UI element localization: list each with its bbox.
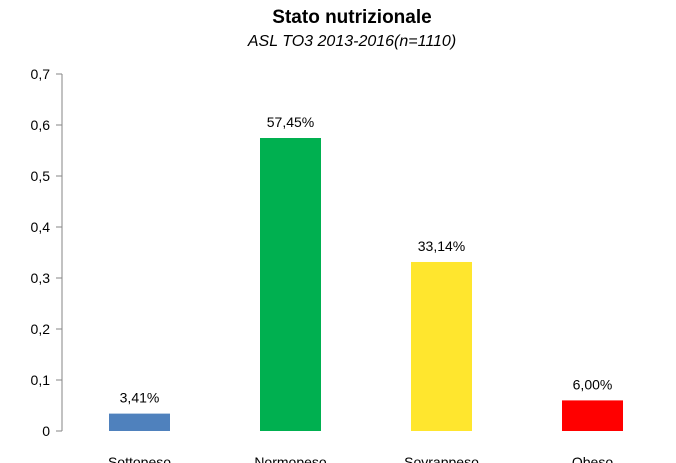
category-label-sovrappeso: Sovrappeso [404, 454, 479, 463]
y-tick-label: 0,5 [31, 168, 51, 184]
bars-group [109, 138, 623, 431]
y-tick-label: 0,7 [31, 66, 51, 82]
data-labels-group: 3,41% 57,45% 33,14% 6,00% [120, 114, 613, 406]
category-label-sottopeso: Sottopeso [108, 454, 171, 463]
bar-normopeso [260, 138, 321, 431]
chart-subtitle: ASL TO3 2013-2016(n=1110) [247, 33, 456, 50]
category-label-obeso: Obeso [572, 454, 613, 463]
y-tick-label: 0,2 [31, 321, 51, 337]
bar-sottopeso [109, 413, 170, 431]
data-label-sottopeso: 3,41% [120, 390, 160, 406]
y-axis: 0 0,1 0,2 0,3 0,4 0,5 0,6 0,7 [31, 66, 63, 439]
data-label-normopeso: 57,45% [267, 114, 314, 130]
bar-obeso [562, 400, 623, 431]
data-label-sovrappeso: 33,14% [418, 238, 465, 254]
category-label-normopeso: Normopeso [254, 454, 327, 463]
category-labels-group: Sottopeso Normopeso Sovrappeso Obeso [108, 454, 613, 463]
y-tick-label: 0 [42, 423, 50, 439]
bar-sovrappeso [411, 261, 472, 431]
chart-title: Stato nutrizionale [272, 7, 431, 28]
y-tick-label: 0,6 [31, 117, 51, 133]
data-label-obeso: 6,00% [573, 376, 613, 392]
y-tick-label: 0,1 [31, 372, 51, 388]
y-tick-label: 0,4 [31, 219, 51, 235]
y-tick-label: 0,3 [31, 270, 51, 286]
